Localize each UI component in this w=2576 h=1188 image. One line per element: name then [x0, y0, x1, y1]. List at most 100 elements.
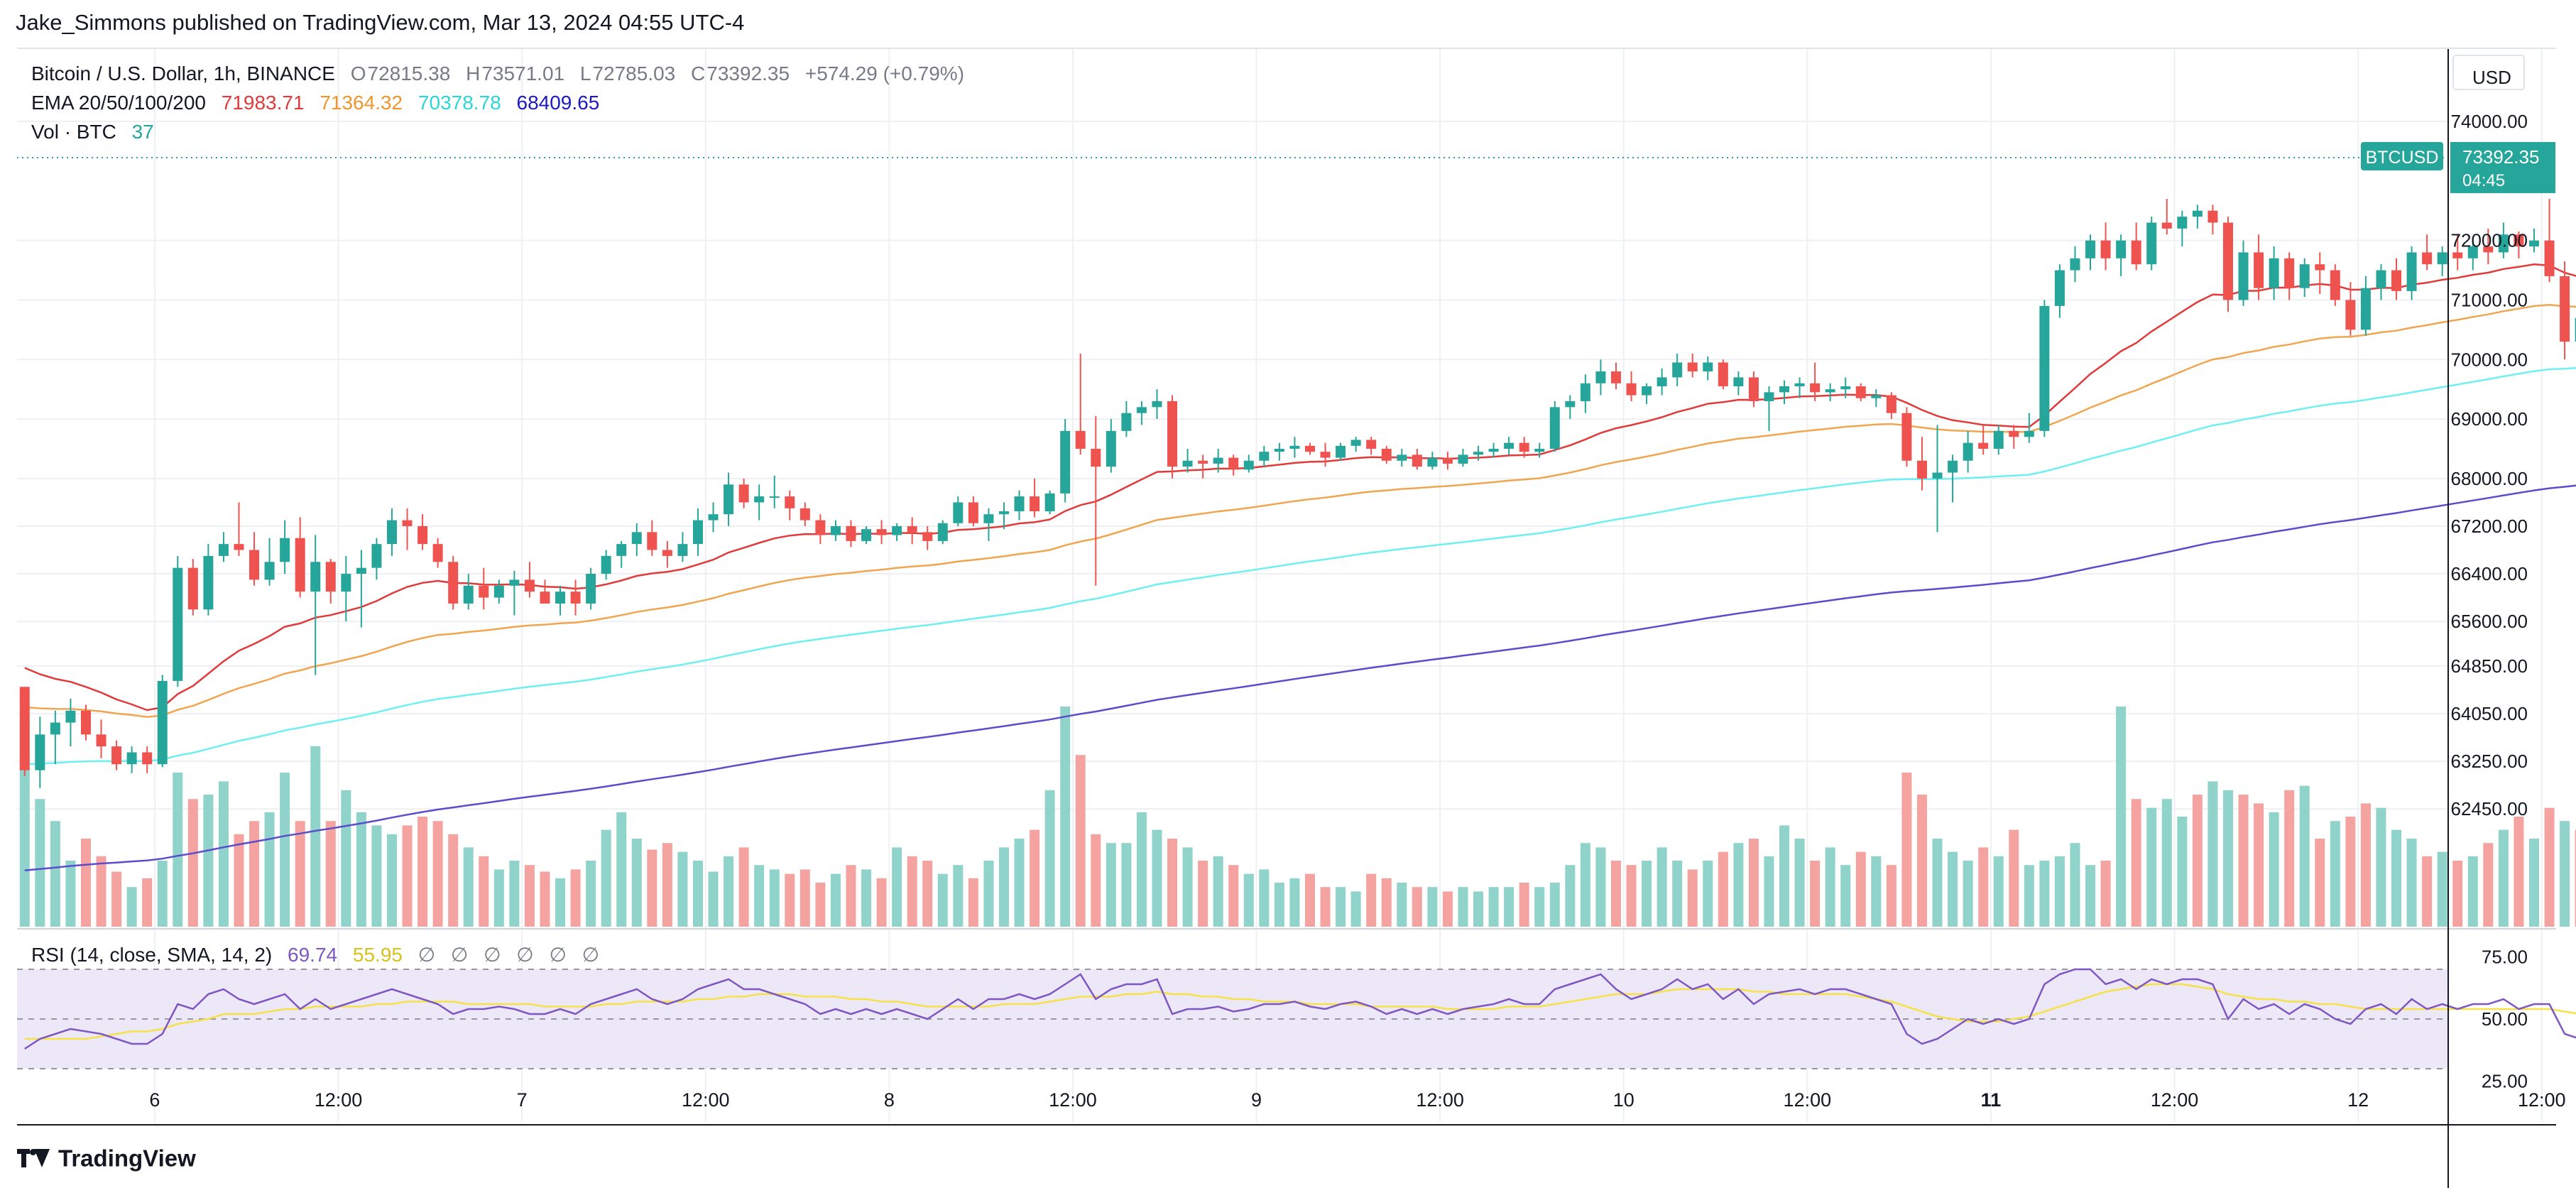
candle-body	[1274, 449, 1284, 452]
candle-body	[1366, 440, 1377, 449]
candle-body	[1978, 442, 1989, 449]
candle	[1458, 449, 1468, 467]
candle-body	[142, 752, 153, 765]
candle-body	[295, 538, 305, 592]
candle-body	[35, 734, 45, 770]
volume-label[interactable]: Vol · BTC	[31, 121, 116, 143]
candle-body	[479, 585, 489, 598]
candle	[2039, 300, 2050, 437]
tradingview-logo[interactable]: TradingView	[17, 1143, 196, 1172]
candle-body	[1794, 383, 1805, 386]
candle	[448, 555, 459, 610]
ema-legend[interactable]: EMA 20/50/100/200 71983.71 71364.32 7037…	[31, 92, 609, 114]
volume-bar	[1412, 887, 1422, 927]
candle	[540, 579, 550, 604]
candle-body	[1259, 452, 1270, 461]
candle-body	[2498, 234, 2509, 253]
volume-legend[interactable]: Vol · BTC 37	[31, 121, 164, 143]
candle-body	[2009, 430, 2019, 437]
rsi-value: 69.74	[288, 944, 338, 966]
candle-body	[417, 525, 428, 545]
volume-bar	[2146, 807, 2157, 927]
volume-bar	[249, 821, 260, 927]
candle	[187, 559, 198, 616]
candle-body	[2085, 240, 2096, 258]
candle	[463, 574, 474, 610]
candle-body	[2514, 234, 2524, 247]
candle-body	[616, 544, 627, 556]
volume-bar	[2192, 795, 2203, 927]
candle	[2146, 217, 2157, 271]
candle	[2437, 246, 2447, 276]
candle-body	[2070, 258, 2080, 271]
candle	[555, 585, 566, 616]
symbol-legend[interactable]: Bitcoin / U.S. Dollar, 1h, BINANCE O7281…	[31, 62, 974, 85]
volume-bar	[2269, 812, 2279, 927]
price-tick-label: 65600.00	[2451, 611, 2528, 632]
rsi-na-2: ∅	[450, 944, 469, 966]
candle-body	[234, 544, 244, 550]
volume-bar	[2406, 839, 2417, 927]
candle-body	[1580, 383, 1590, 401]
candle-body	[586, 574, 596, 604]
candle	[1366, 437, 1377, 455]
volume-bar	[1274, 883, 1284, 927]
candle-body	[80, 710, 91, 735]
volume-bar	[2039, 861, 2050, 927]
candle-body	[2161, 222, 2172, 229]
volume-bar	[463, 847, 474, 927]
volume-bar	[402, 825, 413, 927]
volume-bar	[953, 865, 964, 927]
volume-bar	[799, 869, 810, 927]
candle-body	[1687, 362, 1698, 372]
volume-bar	[310, 746, 321, 927]
candle-body	[2131, 240, 2141, 265]
candle	[1106, 419, 1116, 473]
candle	[647, 520, 657, 556]
candle-body	[1840, 386, 1851, 390]
candle	[1963, 430, 1973, 473]
candle-body	[341, 574, 351, 592]
candle-body	[493, 585, 504, 598]
rsi-legend[interactable]: RSI (14, close, SMA, 14, 2) 69.74 55.95 …	[31, 943, 609, 966]
currency-label[interactable]: USD	[2472, 67, 2511, 88]
symbol-title[interactable]: Bitcoin / U.S. Dollar, 1h, BINANCE	[31, 62, 335, 85]
candle	[1534, 442, 1545, 458]
candle	[1198, 454, 1208, 479]
ema-label[interactable]: EMA 20/50/100/200	[31, 92, 206, 114]
candle	[2085, 234, 2096, 271]
time-tick-label: 10	[1613, 1089, 1634, 1111]
candle-body	[173, 567, 183, 681]
volume-bar	[2467, 856, 2478, 927]
volume-bar	[998, 847, 1009, 927]
symbol-tag-text: BTCUSD	[2366, 148, 2439, 168]
candle	[662, 540, 672, 568]
time-tick-label: 12	[2347, 1089, 2369, 1111]
candle	[1610, 362, 1621, 390]
volume-bar	[861, 869, 872, 927]
candle	[2192, 205, 2203, 229]
candle-body	[2406, 252, 2417, 291]
candle-body	[1075, 430, 1086, 449]
volume-bar	[1687, 869, 1698, 927]
candle-body	[2207, 210, 2218, 223]
candle	[2177, 210, 2188, 247]
volume-bar	[2376, 807, 2386, 927]
candle	[524, 562, 535, 598]
candle	[1565, 395, 1576, 420]
publisher-line: Jake_Simmons published on TradingView.co…	[16, 10, 745, 35]
candle	[173, 555, 183, 687]
candle	[280, 520, 290, 574]
candle-body	[463, 585, 474, 604]
volume-bar	[540, 871, 550, 927]
candle-body	[1549, 407, 1560, 449]
candle-body	[1963, 442, 1973, 461]
volume-bar	[1718, 851, 1728, 927]
rsi-label[interactable]: RSI (14, close, SMA, 14, 2)	[31, 944, 273, 966]
candle	[111, 740, 122, 770]
candle	[1595, 359, 1606, 396]
candle	[968, 496, 978, 526]
candle-body	[1228, 457, 1239, 470]
candle-body	[1519, 442, 1529, 452]
